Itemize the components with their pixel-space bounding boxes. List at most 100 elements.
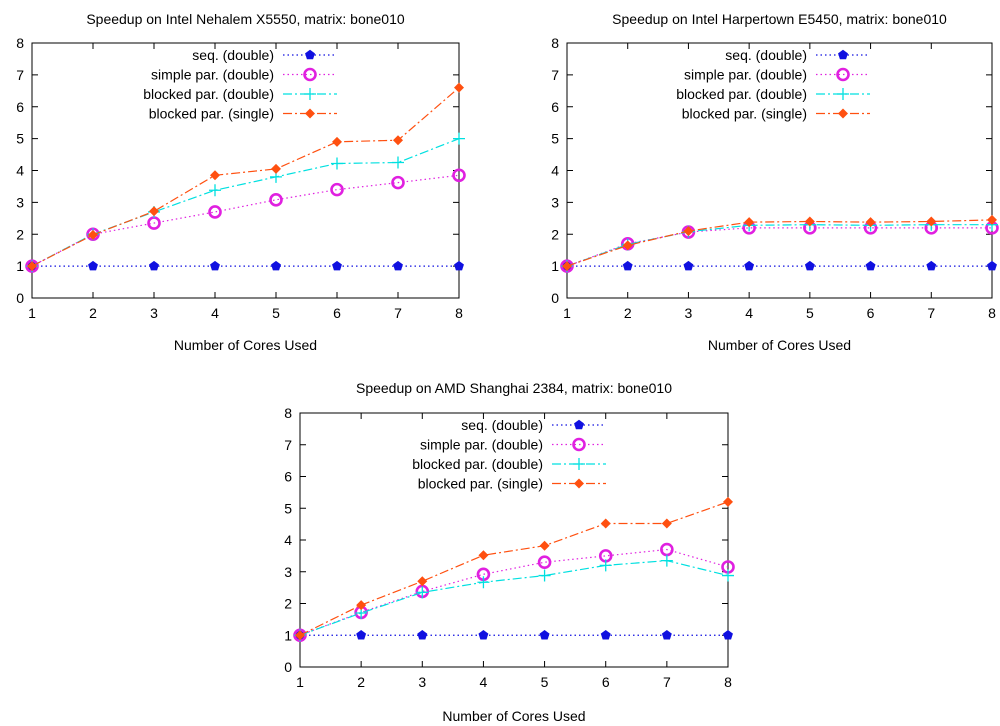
data-point — [417, 576, 428, 587]
x-tick-label: 1 — [563, 305, 571, 321]
y-tick-label: 7 — [284, 437, 292, 453]
data-point — [149, 206, 159, 217]
chart-panel-2: Speedup on Intel Harpertown E5450, matri… — [551, 11, 999, 353]
data-point — [865, 260, 876, 271]
legend-label: blocked par. (single) — [149, 106, 274, 122]
data-point — [865, 217, 876, 228]
x-tick-label: 5 — [272, 305, 280, 321]
legend-label: blocked par. (double) — [143, 86, 274, 102]
data-point — [88, 229, 98, 240]
data-point — [660, 554, 673, 567]
y-tick-label: 7 — [16, 67, 24, 83]
legend: seq. (double) simple par. (double) blocked… — [143, 47, 337, 122]
data-point — [804, 260, 815, 271]
y-tick-label: 8 — [16, 35, 24, 51]
x-tick-label: 1 — [296, 674, 304, 690]
y-tick-label: 7 — [551, 67, 559, 83]
data-point — [683, 226, 694, 237]
series-line — [299, 501, 729, 636]
series-line — [566, 219, 993, 267]
y-tick-label: 3 — [16, 194, 24, 210]
series-simple-par-double — [293, 542, 735, 643]
legend-marker — [572, 437, 586, 452]
legend-marker — [304, 88, 316, 100]
y-tick-label: 1 — [284, 627, 292, 643]
x-axis-label: Number of Cores Used — [708, 337, 851, 353]
data-point — [683, 260, 694, 271]
data-point — [208, 205, 222, 219]
x-tick-label: 5 — [541, 674, 549, 690]
x-axis-label: Number of Cores Used — [174, 337, 317, 353]
data-point — [210, 260, 220, 271]
x-tick-label: 5 — [806, 305, 814, 321]
y-tick-label: 1 — [551, 258, 559, 274]
data-point — [562, 261, 572, 272]
legend-label: blocked par. (single) — [682, 106, 807, 122]
legend-label: simple par. (double) — [420, 437, 543, 453]
data-point — [477, 576, 490, 589]
series-line — [31, 138, 460, 267]
data-point — [393, 260, 403, 271]
data-point — [271, 163, 281, 174]
series-seq-double — [562, 260, 997, 271]
y-tick-label: 4 — [284, 532, 292, 548]
data-point — [987, 260, 997, 271]
y-tick-label: 3 — [551, 194, 559, 210]
data-point — [27, 261, 37, 272]
y-tick-label: 2 — [284, 596, 292, 612]
data-point — [454, 260, 464, 271]
legend-label: seq. (double) — [192, 47, 274, 63]
data-point — [88, 260, 98, 271]
data-point — [539, 630, 550, 640]
data-point — [416, 586, 429, 599]
data-point — [661, 630, 672, 640]
series-simple-par-double — [25, 168, 466, 273]
x-tick-label: 8 — [455, 305, 463, 321]
data-point — [600, 518, 611, 529]
series-blocked-par-double — [294, 554, 734, 642]
y-tick-label: 5 — [551, 131, 559, 147]
data-point — [661, 518, 672, 529]
y-tick-label: 0 — [16, 290, 24, 306]
data-point — [723, 496, 733, 507]
y-tick-label: 6 — [284, 469, 292, 485]
legend-marker — [573, 458, 585, 470]
x-tick-label: 6 — [602, 674, 610, 690]
data-point — [539, 540, 550, 551]
series-blocked-par-single — [295, 496, 733, 641]
data-point — [538, 569, 551, 582]
data-point — [210, 170, 220, 181]
legend-marker — [305, 108, 315, 119]
data-point — [600, 630, 611, 640]
y-tick-label: 2 — [551, 226, 559, 242]
data-point — [330, 182, 344, 197]
legend: seq. (double) simple par. (double) blocked… — [412, 417, 606, 492]
legend-marker — [305, 49, 315, 60]
y-tick-label: 8 — [284, 405, 292, 421]
data-point — [295, 630, 305, 641]
data-point — [744, 217, 755, 228]
x-tick-label: 4 — [211, 305, 219, 321]
legend-label: seq. (double) — [725, 47, 807, 63]
y-tick-label: 3 — [284, 564, 292, 580]
data-point — [271, 260, 281, 271]
y-tick-label: 0 — [284, 659, 292, 675]
x-tick-label: 3 — [418, 674, 426, 690]
legend: seq. (double) simple par. (double) blocked… — [676, 47, 870, 122]
series-blocked-par-single — [562, 214, 997, 272]
legend-marker — [837, 88, 849, 100]
y-tick-label: 5 — [16, 131, 24, 147]
x-tick-label: 7 — [394, 305, 402, 321]
chart-title: Speedup on Intel Harpertown E5450, matri… — [612, 11, 947, 27]
x-tick-label: 3 — [685, 305, 693, 321]
data-point — [722, 569, 734, 582]
y-tick-label: 2 — [16, 226, 24, 242]
legend-label: blocked par. (double) — [412, 456, 543, 472]
x-tick-label: 2 — [89, 305, 97, 321]
y-tick-label: 6 — [551, 99, 559, 115]
data-point — [332, 260, 342, 271]
data-point — [599, 559, 612, 572]
data-point — [453, 132, 465, 145]
data-point — [804, 216, 815, 227]
x-tick-label: 2 — [624, 305, 632, 321]
